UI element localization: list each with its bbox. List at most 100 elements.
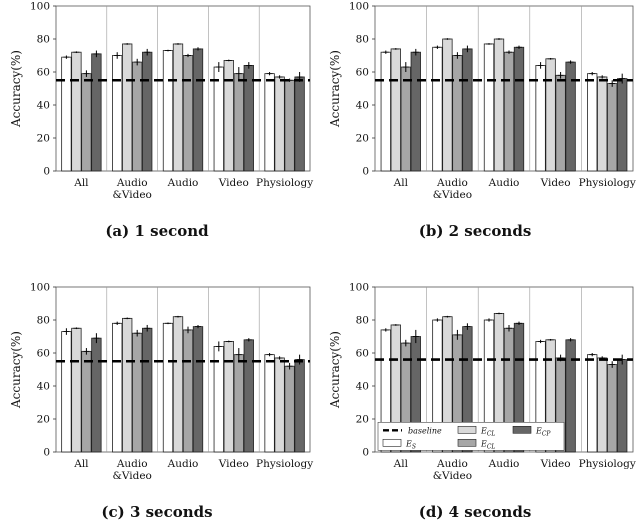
y-tick-label: 80 bbox=[356, 34, 369, 46]
x-tick-label: Video bbox=[218, 458, 249, 470]
bar-e_cl-4 bbox=[597, 76, 608, 172]
x-tick-label: Audio &Video bbox=[113, 458, 152, 482]
y-tick-label: 80 bbox=[37, 34, 50, 46]
bar-e_cp-3 bbox=[243, 339, 254, 453]
legend-ecp-label: ECP bbox=[535, 426, 551, 437]
legend-baseline-label: baseline bbox=[408, 426, 442, 435]
y-tick-label: 0 bbox=[43, 166, 50, 178]
x-tick-label: Physiology bbox=[579, 177, 636, 189]
chart-panel-2-seconds: 0 20 40 60 80 100 Accuracy(%) All Audio &Video Aud… bbox=[328, 1, 636, 241]
bar-e_cl2-2 bbox=[182, 329, 194, 453]
panel-caption: (d) 4 seconds bbox=[419, 503, 532, 521]
bar-e_cl2-3 bbox=[233, 73, 244, 172]
y-axis-label: Accuracy(%) bbox=[9, 50, 23, 128]
bar-e_cl2-2 bbox=[182, 55, 194, 172]
panel-caption: (b) 2 seconds bbox=[419, 222, 532, 240]
bar-e_cp-3 bbox=[565, 339, 576, 453]
bar-e_cl-4 bbox=[274, 76, 285, 172]
bar-e_cl-1 bbox=[122, 43, 133, 172]
bar-e_s-1 bbox=[112, 322, 123, 453]
bar-e_cl2-2 bbox=[503, 51, 515, 172]
bar-e_cl2-1 bbox=[132, 61, 143, 172]
y-tick-label: 100 bbox=[30, 1, 50, 13]
chart-panel-4-seconds: 0 20 40 60 80 100 Accuracy(%) All Audio &Video Aud… bbox=[328, 282, 636, 522]
y-tick-label: 60 bbox=[37, 67, 50, 79]
bar-e_cp-2 bbox=[192, 48, 204, 172]
bar-e_cp-1 bbox=[462, 48, 473, 172]
y-tick-label: 40 bbox=[356, 100, 369, 112]
bar-e_s-4 bbox=[264, 73, 275, 172]
bar-e_cl-1 bbox=[122, 317, 133, 453]
bar-e_s-4 bbox=[587, 73, 598, 172]
bar-e_cp-2 bbox=[192, 326, 204, 453]
bar-e_cp-1 bbox=[142, 327, 153, 453]
bar-e_cl2-0 bbox=[81, 73, 92, 172]
chart-panel-3-seconds: 0 20 40 60 80 100 Accuracy(%) All Audio &Video Aud… bbox=[9, 282, 313, 522]
y-tick-label: 80 bbox=[356, 315, 369, 327]
x-tick-label: Audio bbox=[167, 458, 199, 470]
bar-e_cl2-3 bbox=[233, 354, 244, 453]
x-tick-label: Physiology bbox=[256, 177, 313, 189]
x-tick-label: Audio bbox=[167, 177, 199, 189]
bar-e_cl2-0 bbox=[400, 66, 411, 172]
y-axis-label: Accuracy(%) bbox=[9, 331, 23, 409]
y-tick-label: 100 bbox=[30, 282, 50, 294]
bar-e_s-2 bbox=[162, 322, 174, 453]
bar-e_cp-1 bbox=[142, 51, 153, 172]
x-tick-label: All bbox=[393, 458, 409, 470]
x-tick-label: Video bbox=[218, 177, 249, 189]
bar-e_cp-4 bbox=[294, 76, 305, 172]
bar-e_s-2 bbox=[483, 43, 495, 172]
legend-es-swatch bbox=[382, 438, 402, 447]
bar-e_cp-2 bbox=[513, 46, 525, 172]
bar-e_cp-0 bbox=[410, 51, 421, 172]
panel-caption: (a) 1 second bbox=[105, 222, 209, 240]
legend-ecl2-swatch bbox=[457, 438, 477, 447]
x-tick-label: Physiology bbox=[579, 458, 636, 470]
bar-e_cl-2 bbox=[172, 316, 184, 453]
bar-e_cp-0 bbox=[91, 337, 102, 453]
y-tick-label: 60 bbox=[37, 348, 50, 360]
bar-e_cl-2 bbox=[493, 38, 505, 172]
bar-e_cl-4 bbox=[274, 357, 285, 453]
x-tick-label: All bbox=[73, 177, 89, 189]
bar-e_cl-3 bbox=[223, 341, 234, 453]
y-tick-label: 80 bbox=[37, 315, 50, 327]
x-tick-label: All bbox=[73, 458, 89, 470]
bar-e_cl-4 bbox=[597, 357, 608, 453]
y-tick-label: 20 bbox=[37, 133, 50, 145]
bar-e_s-4 bbox=[264, 354, 275, 453]
bar-e_s-0 bbox=[61, 331, 72, 453]
x-tick-label: Video bbox=[540, 458, 571, 470]
bar-e_cl2-1 bbox=[132, 332, 143, 453]
bar-e_cl2-4 bbox=[284, 365, 295, 453]
bar-e_cl-0 bbox=[390, 48, 401, 172]
legend-es-label: ES bbox=[405, 439, 416, 450]
bar-e_s-4 bbox=[587, 354, 598, 453]
y-tick-label: 0 bbox=[362, 166, 369, 178]
x-tick-label: All bbox=[393, 177, 409, 189]
x-tick-label: Physiology bbox=[256, 458, 313, 470]
bar-e_cl-3 bbox=[545, 58, 556, 172]
legend-ecl-swatch bbox=[457, 425, 477, 434]
bar-e_cl2-4 bbox=[607, 83, 618, 172]
bar-e_cl2-1 bbox=[452, 55, 463, 172]
y-tick-label: 40 bbox=[37, 100, 50, 112]
bar-e_s-3 bbox=[213, 66, 224, 172]
x-tick-label: Audio &Video bbox=[113, 177, 152, 201]
y-tick-label: 40 bbox=[356, 381, 369, 393]
y-tick-label: 20 bbox=[37, 414, 50, 426]
bar-e_cl2-4 bbox=[284, 79, 295, 172]
y-tick-label: 60 bbox=[356, 348, 369, 360]
bar-e_cl-1 bbox=[442, 38, 453, 172]
legend-ecl-label: ECL bbox=[480, 426, 495, 437]
bar-e_cl2-3 bbox=[555, 74, 566, 172]
legend: baseline ECL ECP ES ECL bbox=[377, 421, 565, 451]
bar-e_s-1 bbox=[432, 46, 443, 172]
bar-e_cp-0 bbox=[91, 53, 102, 172]
bar-e_cp-3 bbox=[565, 61, 576, 172]
x-tick-label: Audio bbox=[488, 177, 520, 189]
bar-e_cp-4 bbox=[617, 359, 628, 453]
y-axis-label: Accuracy(%) bbox=[328, 331, 342, 409]
bar-e_cl-0 bbox=[71, 327, 82, 453]
